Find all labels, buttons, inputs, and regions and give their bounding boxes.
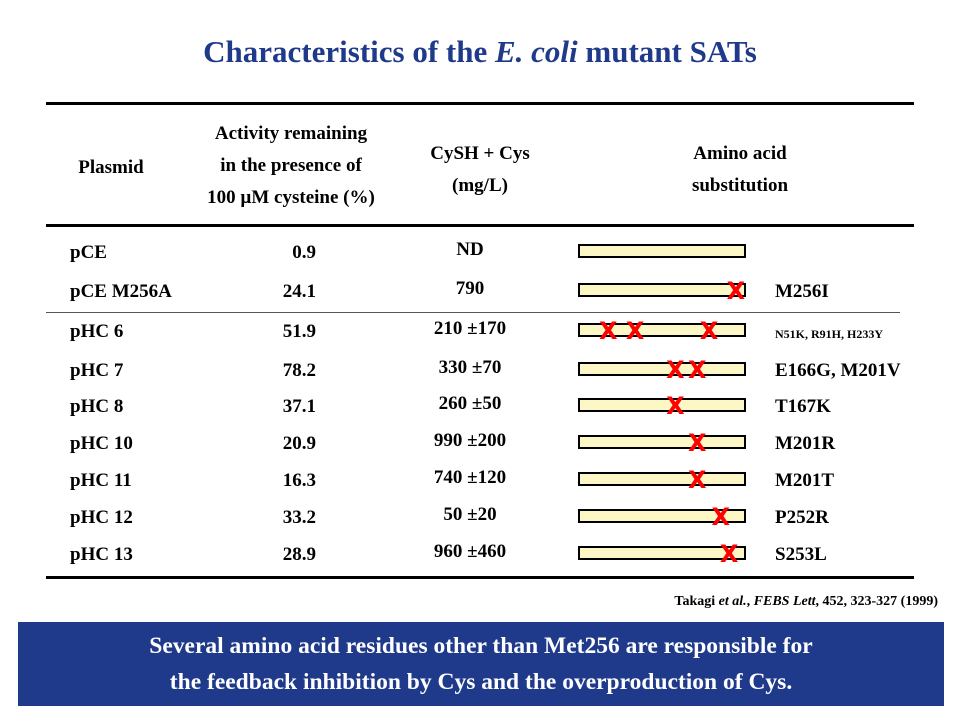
table-top-rule [46, 102, 914, 105]
row-plasmid: pHC 11 [70, 470, 132, 491]
sequence-bar [578, 362, 746, 376]
row-substitution: E166G, M201V [775, 360, 901, 381]
citation-etal: et al. [718, 594, 747, 609]
row-cysteine: 50 ±20 [443, 504, 497, 525]
row-substitution: M201T [775, 470, 835, 491]
header-activity-line3: 100 µM cysteine (%) [207, 187, 375, 208]
row-plasmid: pHC 12 [70, 507, 133, 528]
row-activity: 24.1 [282, 281, 316, 302]
row-activity: 16.3 [282, 470, 316, 491]
mutation-mark-icon: X [711, 503, 731, 531]
page-title: Characteristics of the E. coli mutant SA… [0, 34, 960, 70]
title-suffix: mutant SATs [577, 34, 757, 69]
header-cys-line2: (mg/L) [452, 175, 508, 196]
header-plasmid: Plasmid [78, 157, 144, 178]
header-substitution: Amino acid substitution [650, 138, 830, 202]
sequence-bar [578, 323, 746, 337]
row-activity: 28.9 [282, 544, 316, 565]
mutation-mark-icon: X [688, 466, 707, 494]
header-activity: Activity remaining in the presence of 10… [176, 118, 406, 214]
row-substitution: N51K, R91H, H233Y [775, 327, 883, 341]
row-activity: 78.2 [282, 360, 316, 381]
row-cysteine: ND [456, 239, 484, 260]
sequence-bar [578, 435, 746, 449]
row-cysteine: 210 ±170 [433, 318, 507, 339]
row-activity: 20.9 [282, 433, 316, 454]
header-cys-line1: CySH + Cys [430, 143, 530, 164]
mutation-mark-icon: X [726, 277, 746, 305]
row-substitution: M256I [775, 281, 829, 302]
row-plasmid: pHC 7 [70, 360, 124, 381]
row-activity: 0.9 [292, 242, 316, 263]
mutation-mark-icon: X [666, 356, 685, 384]
header-sub-line2: substitution [691, 175, 789, 196]
row-cysteine: 790 [455, 278, 485, 299]
row-plasmid: pHC 10 [70, 433, 133, 454]
row-plasmid: pCE [70, 242, 107, 263]
row-activity: 37.1 [282, 396, 316, 417]
table-bottom-rule [46, 576, 914, 579]
header-activity-line1: Activity remaining [214, 123, 368, 144]
row-substitution: T167K [775, 396, 831, 417]
title-prefix: Characteristics of the [203, 34, 495, 69]
mutation-mark-icon: X [688, 429, 707, 457]
citation-author: Takagi [674, 594, 719, 609]
row-plasmid: pHC 6 [70, 321, 124, 342]
header-activity-line2: in the presence of [220, 155, 362, 176]
sequence-bar [578, 283, 746, 297]
sequence-bar [578, 398, 746, 412]
sequence-bar [578, 244, 746, 258]
mutation-mark-icon: X [699, 317, 719, 345]
table-header-rule [46, 224, 914, 227]
row-cysteine: 990 ±200 [433, 430, 507, 451]
header-sub-line1: Amino acid [693, 143, 787, 164]
citation: Takagi et al., FEBS Lett, 452, 323-327 (… [674, 594, 938, 610]
row-plasmid: pHC 13 [70, 544, 133, 565]
row-plasmid: pHC 8 [70, 396, 124, 417]
sequence-bar [578, 546, 746, 560]
row-cysteine: 960 ±460 [433, 541, 507, 562]
row-activity: 33.2 [282, 507, 316, 528]
mutation-mark-icon: X [625, 317, 645, 345]
sequence-bar [578, 472, 746, 486]
row-substitution: S253L [775, 544, 827, 565]
conclusion-banner: Several amino acid residues other than M… [18, 622, 944, 706]
citation-details: , 452, 323-327 (1999) [815, 594, 939, 609]
row-activity: 51.9 [282, 321, 316, 342]
header-cys: CySH + Cys (mg/L) [400, 138, 560, 202]
sequence-bar [578, 509, 746, 523]
banner-line2: the feedback inhibition by Cys and the o… [169, 669, 793, 695]
row-substitution: M201R [775, 433, 836, 454]
mutation-mark-icon: X [688, 356, 707, 384]
row-cysteine: 260 ±50 [438, 393, 502, 414]
citation-sep: , [746, 594, 754, 609]
row-cysteine: 740 ±120 [433, 467, 507, 488]
row-substitution: P252R [775, 507, 829, 528]
row-plasmid: pCE M256A [70, 281, 172, 302]
mutation-mark-icon: X [666, 392, 685, 420]
citation-journal: FEBS Lett [753, 594, 816, 609]
banner-line1: Several amino acid residues other than M… [149, 633, 813, 659]
row-cysteine: 330 ±70 [438, 357, 502, 378]
mutation-mark-icon: X [598, 317, 618, 345]
title-species: E. coli [494, 34, 578, 69]
mutation-mark-icon: X [719, 540, 739, 568]
table-group-divider [46, 312, 900, 313]
